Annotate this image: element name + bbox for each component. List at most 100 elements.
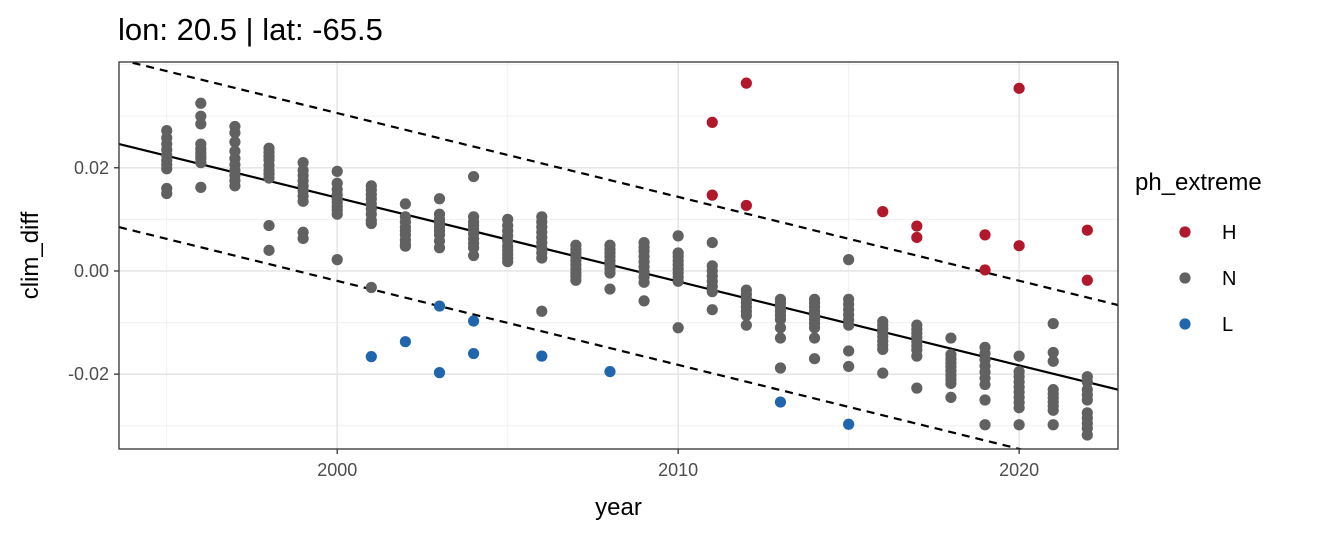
x-tick-label: 2010	[658, 460, 698, 480]
data-point	[1047, 404, 1059, 416]
data-point	[467, 315, 480, 327]
data-point	[195, 110, 207, 122]
data-point	[843, 418, 855, 430]
data-point	[1013, 82, 1025, 94]
data-point	[297, 232, 309, 245]
data-point	[433, 193, 446, 205]
y-axis-title: clim_diff	[17, 211, 44, 299]
data-point	[433, 300, 446, 312]
trend-line	[119, 142, 1118, 391]
data-point	[808, 322, 821, 334]
x-tick-label: 2000	[317, 460, 357, 480]
data-point	[706, 286, 718, 298]
data-point	[979, 394, 991, 406]
data-point	[911, 220, 923, 232]
data-point	[502, 256, 514, 268]
data-point	[774, 313, 787, 326]
x-axis: 2000 2010 2020	[317, 449, 1039, 480]
data-point	[365, 351, 377, 363]
data-point	[365, 281, 377, 294]
panel-border	[118, 61, 1119, 450]
data-point	[979, 229, 991, 241]
data-point	[706, 304, 718, 316]
legend-item-L: L	[1179, 314, 1233, 336]
data-point	[808, 332, 821, 344]
data-point	[399, 336, 412, 348]
data-point	[1013, 402, 1025, 414]
data-point	[570, 274, 582, 286]
data-point	[1081, 394, 1093, 406]
data-point	[979, 264, 991, 276]
data-point	[365, 217, 377, 230]
data-point	[467, 347, 480, 360]
trend-lines	[119, 62, 1118, 449]
data-point	[161, 163, 173, 175]
data-point	[774, 362, 787, 374]
data-point	[1047, 355, 1059, 367]
data-point	[1081, 224, 1093, 236]
legend-label: N	[1222, 268, 1236, 290]
data-point	[1081, 376, 1093, 388]
data-point	[877, 367, 889, 379]
data-points	[161, 77, 1093, 441]
data-point	[467, 249, 480, 262]
data-point	[911, 231, 923, 244]
data-point	[774, 322, 787, 334]
x-tick-label: 2020	[999, 460, 1039, 480]
data-point	[740, 199, 752, 212]
data-point	[945, 391, 957, 403]
data-point	[331, 208, 343, 220]
data-point	[433, 367, 446, 379]
legend-key	[1179, 318, 1191, 330]
series-L	[365, 300, 855, 430]
legend-item-N: N	[1179, 268, 1236, 290]
data-point	[706, 189, 718, 201]
data-point	[399, 240, 412, 252]
data-point	[263, 244, 275, 256]
data-point	[911, 350, 923, 362]
data-point	[263, 219, 275, 232]
data-point	[331, 165, 343, 177]
data-point	[843, 319, 855, 331]
data-point	[195, 181, 207, 193]
legend-item-H: H	[1179, 222, 1236, 244]
series-H	[706, 77, 1093, 286]
data-point	[638, 295, 650, 307]
data-point	[604, 267, 616, 279]
legend-title: ph_extreme	[1135, 169, 1262, 196]
y-tick-label: 0.02	[74, 158, 109, 178]
data-point	[467, 170, 480, 183]
data-point	[911, 382, 923, 394]
data-point	[740, 319, 752, 331]
data-point	[1013, 350, 1025, 362]
data-point	[536, 252, 548, 264]
data-point	[195, 118, 207, 130]
upper-band-line	[124, 62, 1118, 307]
data-point	[536, 350, 548, 362]
data-point	[1047, 346, 1059, 359]
legend: ph_extreme H N L	[1135, 169, 1262, 336]
data-point	[638, 276, 650, 288]
data-point	[877, 206, 889, 218]
data-point	[604, 283, 616, 295]
data-point	[1047, 318, 1059, 330]
data-point	[1013, 240, 1025, 252]
data-point	[297, 157, 309, 169]
data-point	[1047, 419, 1059, 431]
legend-key	[1179, 226, 1191, 238]
lower-band-line	[119, 226, 1025, 449]
data-point	[843, 360, 855, 373]
legend-key	[1179, 272, 1191, 284]
chart-title: lon: 20.5 | lat: -65.5	[118, 12, 383, 47]
data-point	[843, 254, 855, 266]
y-tick-label: -0.02	[68, 364, 109, 384]
data-point	[536, 305, 548, 317]
data-point	[229, 127, 241, 139]
data-point	[672, 230, 684, 242]
data-point	[706, 237, 718, 249]
data-point	[1081, 274, 1093, 286]
data-point	[843, 345, 855, 357]
data-point	[945, 377, 957, 390]
legend-label: L	[1222, 314, 1233, 336]
